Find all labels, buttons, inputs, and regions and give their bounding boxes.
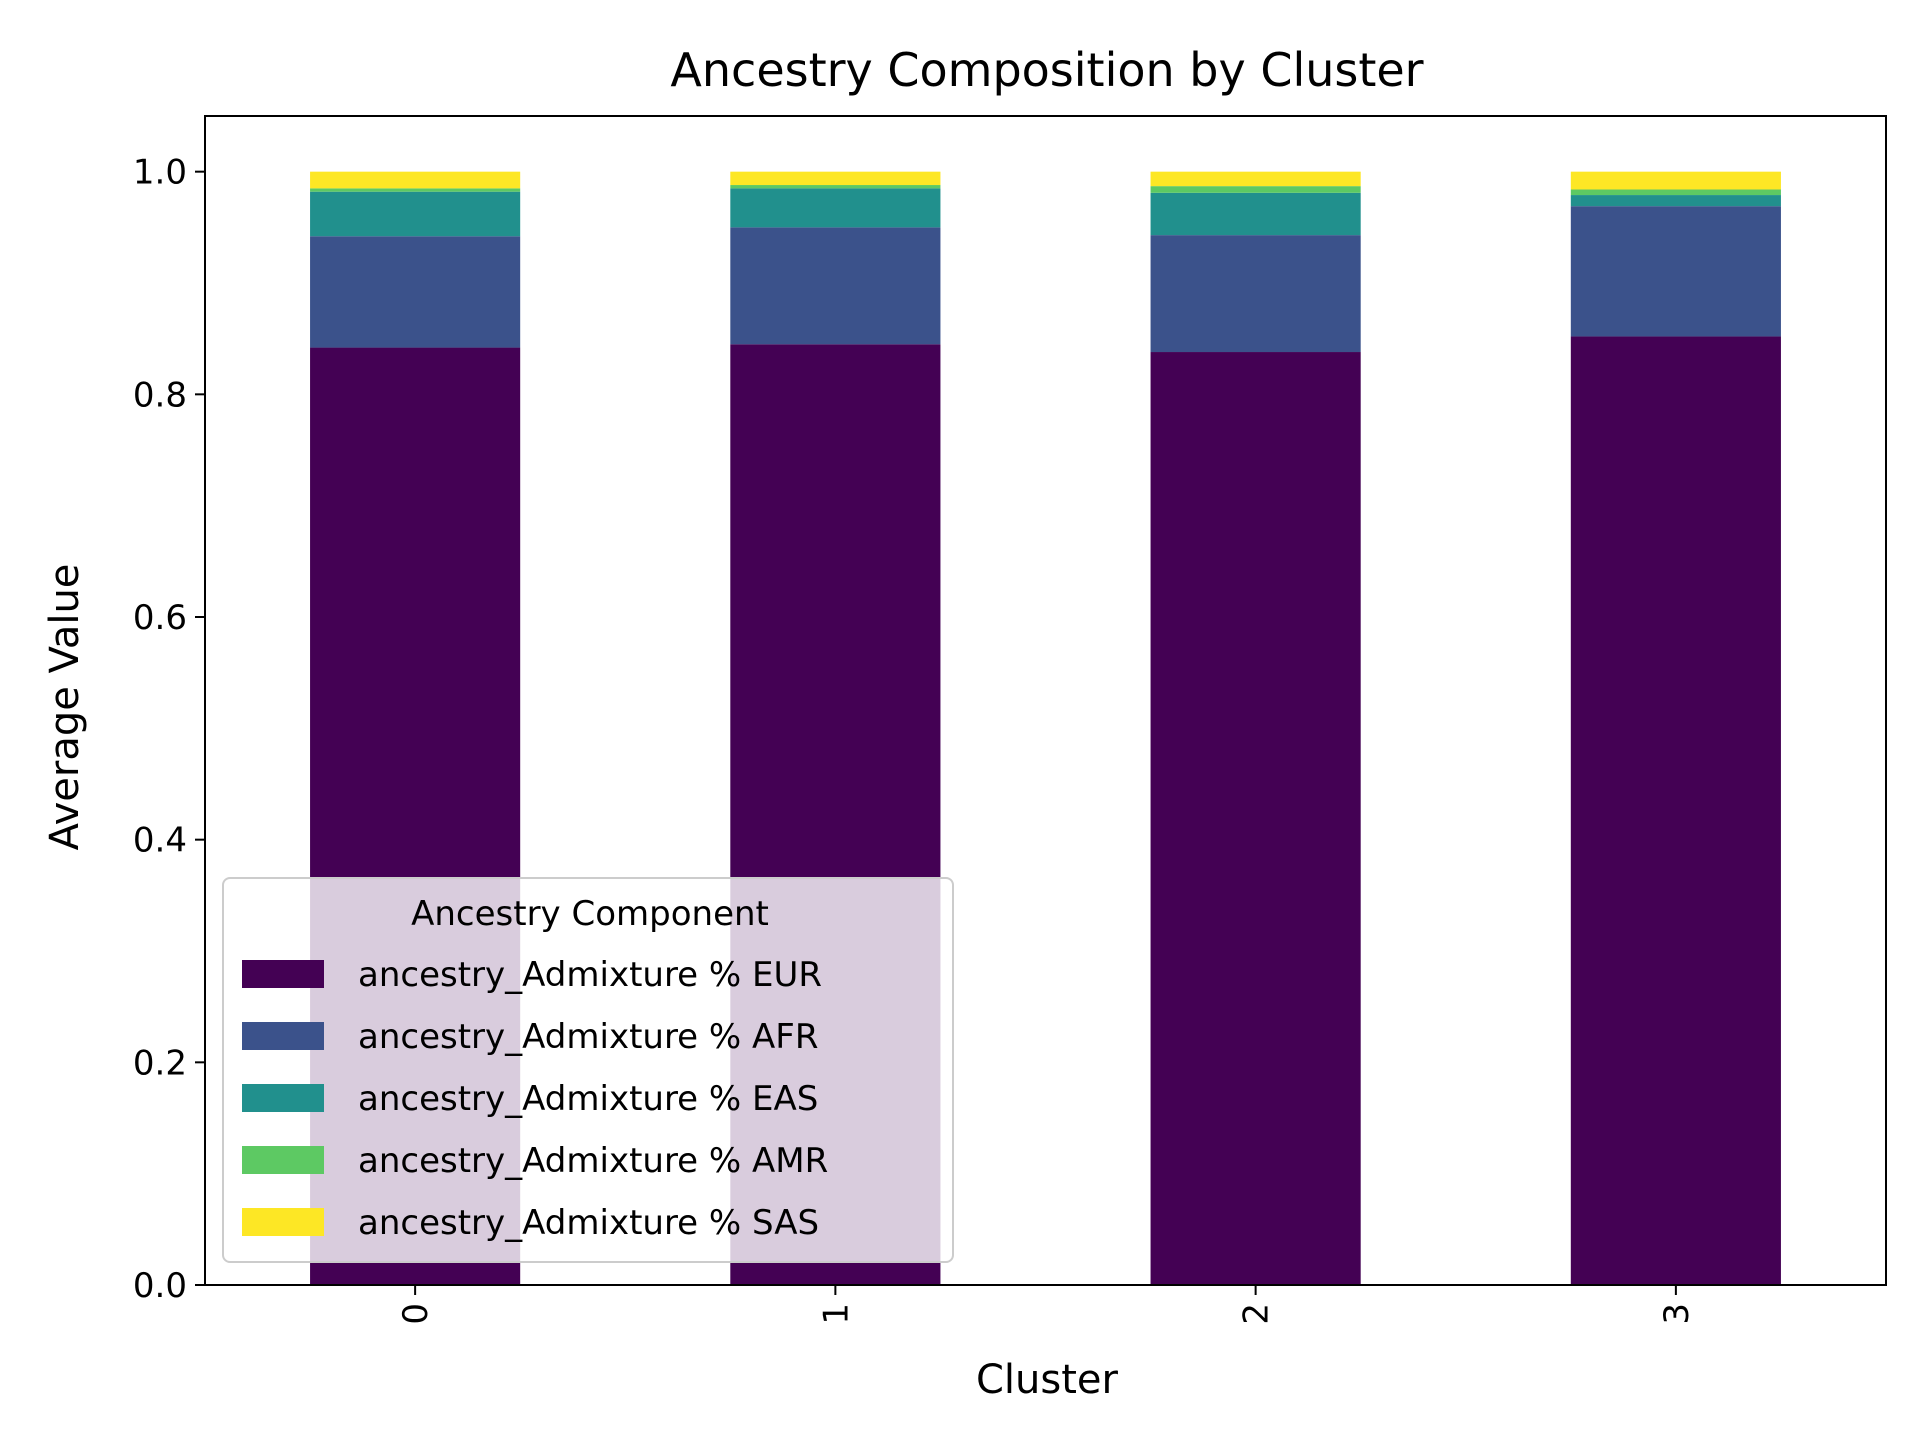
legend: Ancestry Component ancestry_Admixture % E… [222, 877, 954, 1263]
bar-cluster-0-series-1 [310, 236, 521, 348]
x-tick-label: 2 [1237, 1303, 1277, 1325]
bar-cluster-1-series-4 [730, 171, 941, 186]
y-tick-label: 0.8 [133, 375, 187, 415]
legend-swatch-2 [242, 1084, 324, 1112]
legend-label: ancestry_Admixture % EUR [358, 955, 822, 995]
bar-cluster-2-series-4 [1150, 171, 1361, 187]
legend-swatch-4 [242, 1208, 324, 1236]
plot-frame [204, 115, 1887, 1286]
chart-title: Ancestry Composition by Cluster [670, 43, 1423, 97]
y-tick-label: 0.4 [133, 821, 187, 861]
legend-title: Ancestry Component [411, 894, 769, 934]
legend-swatch-0 [242, 960, 324, 988]
bar-cluster-2-series-2 [1150, 192, 1361, 236]
plot-area: 0.0 0.2 0.4 0.6 0.8 1.0 0 1 2 3 [133, 115, 1887, 1325]
x-axis-label: Cluster [976, 1357, 1119, 1403]
y-tick-label: 0.2 [133, 1043, 187, 1083]
x-tick-label: 1 [816, 1303, 856, 1325]
bar-cluster-3-series-0 [1570, 336, 1781, 1285]
y-tick-label: 0.0 [133, 1266, 187, 1306]
y-tick-label: 1.0 [133, 153, 187, 193]
bar-cluster-0-series-4 [310, 171, 521, 189]
legend-box [222, 877, 954, 1263]
legend-label: ancestry_Admixture % EAS [358, 1079, 818, 1119]
x-tick-label: 0 [396, 1303, 436, 1325]
bar-cluster-0-series-3 [310, 188, 521, 192]
bar-cluster-3-series-4 [1570, 171, 1781, 190]
legend-swatch-3 [242, 1146, 324, 1174]
legend-label: ancestry_Admixture % AMR [358, 1141, 828, 1181]
bar-cluster-2-series-1 [1150, 235, 1361, 353]
bar-cluster-0-series-2 [310, 191, 521, 237]
bar-cluster-2-series-3 [1150, 186, 1361, 193]
legend-label: ancestry_Admixture % AFR [358, 1017, 818, 1057]
bar-cluster-3-series-2 [1570, 195, 1781, 207]
bar-cluster-3-series-3 [1570, 189, 1781, 196]
bar-cluster-2-series-0 [1150, 352, 1361, 1285]
bar-cluster-1-series-3 [730, 185, 941, 189]
y-axis-label: Average Value [42, 564, 88, 851]
y-tick-label: 0.6 [133, 598, 187, 638]
bar-cluster-3-series-1 [1570, 206, 1781, 337]
legend-swatch-1 [242, 1022, 324, 1050]
x-tick-label: 3 [1657, 1303, 1697, 1325]
legend-label: ancestry_Admixture % SAS [358, 1203, 819, 1243]
bar-cluster-1-series-2 [730, 188, 941, 228]
bar-cluster-1-series-1 [730, 227, 941, 345]
